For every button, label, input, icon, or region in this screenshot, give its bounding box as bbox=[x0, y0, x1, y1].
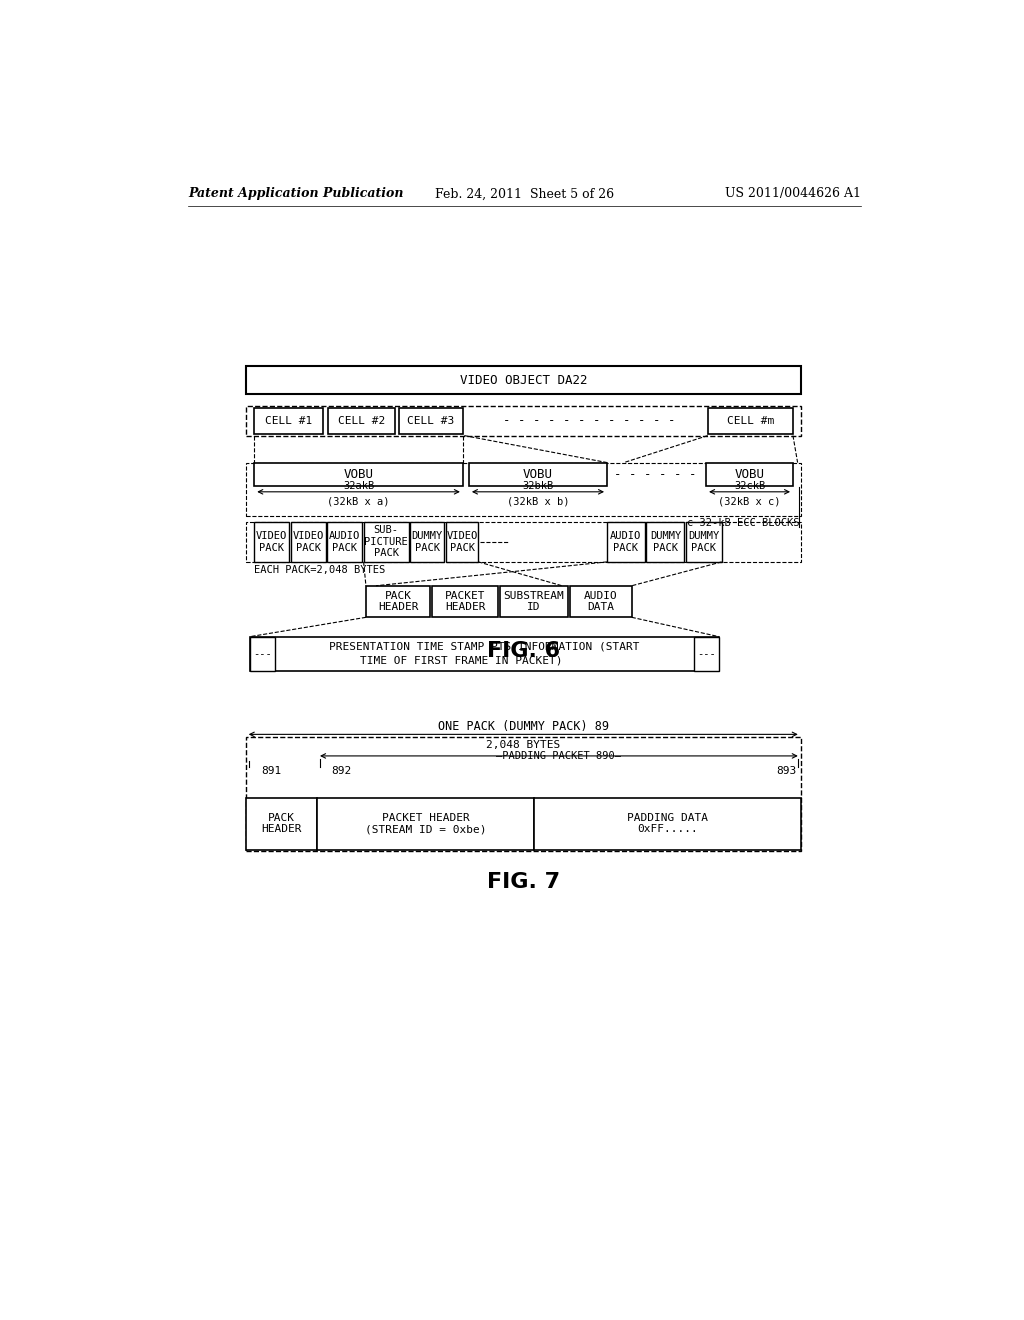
Text: EACH PACK=2,048 BYTES: EACH PACK=2,048 BYTES bbox=[254, 565, 386, 574]
Text: SUBSTREAM
ID: SUBSTREAM ID bbox=[504, 591, 564, 612]
Text: FIG. 6: FIG. 6 bbox=[486, 642, 560, 661]
Text: c 32-kB ECC BLOCKS: c 32-kB ECC BLOCKS bbox=[687, 517, 799, 528]
Text: SUB-
PICTURE
PACK: SUB- PICTURE PACK bbox=[365, 525, 408, 558]
Bar bbox=[535, 797, 801, 850]
Text: VOBU: VOBU bbox=[344, 467, 374, 480]
Bar bbox=[246, 738, 801, 851]
Bar bbox=[246, 367, 801, 395]
Text: DUMMY
PACK: DUMMY PACK bbox=[650, 531, 681, 553]
Text: CELL #3: CELL #3 bbox=[408, 416, 455, 426]
Bar bbox=[646, 521, 684, 562]
Text: (32kB x c): (32kB x c) bbox=[718, 496, 781, 507]
Bar bbox=[254, 462, 463, 486]
Text: Patent Application Publication: Patent Application Publication bbox=[188, 187, 403, 201]
Text: AUDIO
PACK: AUDIO PACK bbox=[610, 531, 642, 553]
Text: - - - - - - - - - - - -: - - - - - - - - - - - - bbox=[503, 414, 676, 428]
Text: VIDEO
PACK: VIDEO PACK bbox=[256, 531, 288, 553]
Text: ONE PACK (DUMMY PACK) 89: ONE PACK (DUMMY PACK) 89 bbox=[437, 721, 608, 733]
Bar bbox=[328, 521, 362, 562]
Text: 2,048 BYTES: 2,048 BYTES bbox=[486, 741, 560, 750]
Text: 0xFF.....: 0xFF..... bbox=[637, 824, 697, 834]
Bar bbox=[469, 462, 607, 486]
Text: DUMMY
PACK: DUMMY PACK bbox=[412, 531, 442, 553]
Text: PADDING DATA: PADDING DATA bbox=[627, 813, 708, 824]
Text: (32kB x b): (32kB x b) bbox=[507, 496, 569, 507]
Text: CELL #m: CELL #m bbox=[727, 416, 774, 426]
Bar bbox=[254, 521, 289, 562]
Bar bbox=[366, 586, 430, 618]
Text: TIME OF FIRST FRAME IN PACKET): TIME OF FIRST FRAME IN PACKET) bbox=[360, 656, 562, 665]
Text: –PADDING PACKET 890–: –PADDING PACKET 890– bbox=[497, 751, 622, 760]
Text: VOBU: VOBU bbox=[734, 467, 765, 480]
Text: VIDEO
PACK: VIDEO PACK bbox=[446, 531, 477, 553]
Bar bbox=[328, 408, 394, 434]
Text: AUDIO
DATA: AUDIO DATA bbox=[584, 591, 617, 612]
Text: 892: 892 bbox=[331, 766, 351, 776]
Text: VOBU: VOBU bbox=[523, 467, 553, 480]
Bar bbox=[254, 408, 324, 434]
Text: 32akB: 32akB bbox=[343, 482, 374, 491]
Text: 32ckB: 32ckB bbox=[734, 482, 765, 491]
Text: PACK: PACK bbox=[268, 813, 295, 824]
Bar bbox=[399, 408, 463, 434]
Text: VIDEO
PACK: VIDEO PACK bbox=[293, 531, 324, 553]
Text: PACKET HEADER: PACKET HEADER bbox=[382, 813, 469, 824]
Bar bbox=[686, 521, 722, 562]
Text: (STREAM ID = 0xbe): (STREAM ID = 0xbe) bbox=[365, 824, 486, 834]
Text: CELL #2: CELL #2 bbox=[338, 416, 385, 426]
Text: CELL #1: CELL #1 bbox=[265, 416, 312, 426]
Text: VIDEO OBJECT DA22: VIDEO OBJECT DA22 bbox=[460, 374, 587, 387]
Bar bbox=[246, 407, 801, 436]
Bar bbox=[246, 521, 801, 562]
Text: DUMMY
PACK: DUMMY PACK bbox=[688, 531, 720, 553]
Text: 893: 893 bbox=[776, 766, 796, 776]
Bar bbox=[410, 521, 444, 562]
Text: ---: --- bbox=[696, 649, 716, 659]
Bar bbox=[251, 636, 275, 671]
Bar bbox=[708, 408, 793, 434]
Bar bbox=[251, 636, 719, 671]
Text: Feb. 24, 2011  Sheet 5 of 26: Feb. 24, 2011 Sheet 5 of 26 bbox=[435, 187, 614, 201]
Bar bbox=[364, 521, 409, 562]
Bar bbox=[569, 586, 632, 618]
Text: 32bkB: 32bkB bbox=[522, 482, 554, 491]
Bar bbox=[445, 521, 478, 562]
Bar bbox=[607, 521, 645, 562]
Text: FIG. 7: FIG. 7 bbox=[486, 873, 560, 892]
Bar bbox=[246, 797, 317, 850]
Bar bbox=[246, 462, 801, 516]
Text: 891: 891 bbox=[261, 766, 282, 776]
Bar bbox=[500, 586, 568, 618]
Text: US 2011/0044626 A1: US 2011/0044626 A1 bbox=[725, 187, 861, 201]
Bar bbox=[432, 586, 499, 618]
Text: PACKET
HEADER: PACKET HEADER bbox=[444, 591, 485, 612]
Text: ---: --- bbox=[254, 649, 272, 659]
Text: (32kB x a): (32kB x a) bbox=[328, 496, 390, 507]
Text: PACK
HEADER: PACK HEADER bbox=[378, 591, 419, 612]
Text: - - - - - -: - - - - - - bbox=[613, 467, 696, 480]
Text: PRESENTATION TIME STAMP PTS INFORMATION (START: PRESENTATION TIME STAMP PTS INFORMATION … bbox=[330, 642, 640, 652]
Text: AUDIO
PACK: AUDIO PACK bbox=[329, 531, 360, 553]
Bar bbox=[707, 462, 793, 486]
Bar bbox=[317, 797, 535, 850]
Bar bbox=[291, 521, 326, 562]
Bar bbox=[693, 636, 719, 671]
Text: HEADER: HEADER bbox=[261, 824, 302, 834]
